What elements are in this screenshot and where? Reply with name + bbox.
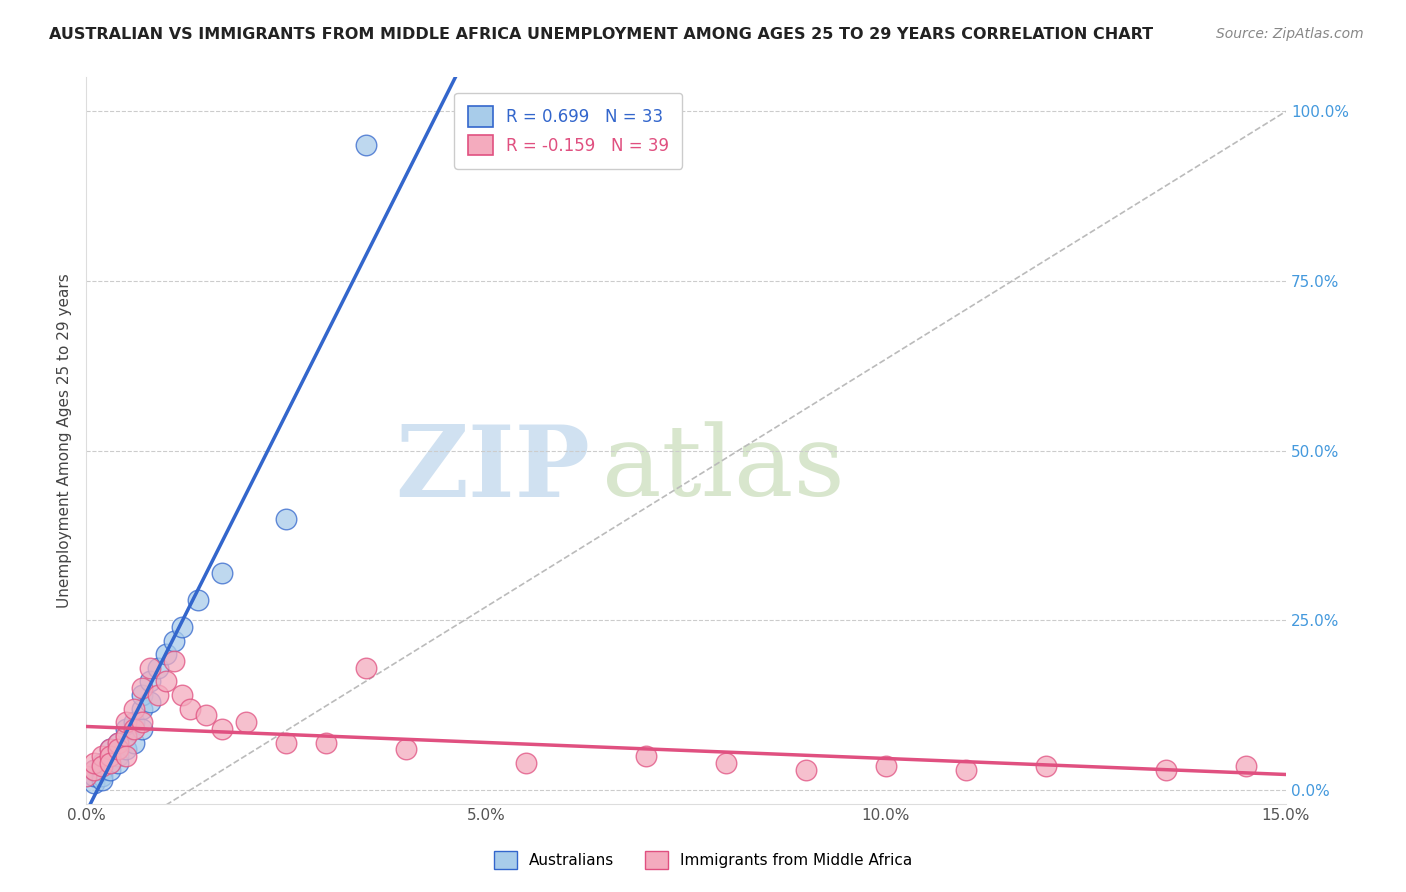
Point: [163, 633, 186, 648]
Point: [315, 735, 337, 749]
Point: [354, 138, 377, 153]
Point: [955, 763, 977, 777]
Point: [714, 756, 737, 770]
Point: [179, 701, 201, 715]
Point: [122, 735, 145, 749]
Point: [155, 648, 177, 662]
Text: Source: ZipAtlas.com: Source: ZipAtlas.com: [1216, 27, 1364, 41]
Point: [91, 749, 114, 764]
Point: [107, 756, 129, 770]
Point: [75, 769, 97, 783]
Point: [115, 729, 138, 743]
Point: [195, 708, 218, 723]
Point: [139, 674, 162, 689]
Point: [91, 759, 114, 773]
Point: [83, 756, 105, 770]
Point: [395, 742, 418, 756]
Point: [274, 511, 297, 525]
Point: [139, 661, 162, 675]
Point: [98, 749, 121, 764]
Point: [354, 661, 377, 675]
Text: ZIP: ZIP: [395, 421, 591, 518]
Point: [875, 759, 897, 773]
Point: [91, 769, 114, 783]
Point: [131, 701, 153, 715]
Point: [131, 715, 153, 730]
Text: AUSTRALIAN VS IMMIGRANTS FROM MIDDLE AFRICA UNEMPLOYMENT AMONG AGES 25 TO 29 YEA: AUSTRALIAN VS IMMIGRANTS FROM MIDDLE AFR…: [49, 27, 1153, 42]
Point: [98, 763, 121, 777]
Point: [131, 681, 153, 696]
Point: [1234, 759, 1257, 773]
Point: [83, 776, 105, 790]
Point: [75, 769, 97, 783]
Point: [115, 715, 138, 730]
Point: [122, 722, 145, 736]
Point: [107, 735, 129, 749]
Legend: Australians, Immigrants from Middle Africa: Australians, Immigrants from Middle Afri…: [488, 845, 918, 875]
Point: [155, 674, 177, 689]
Point: [98, 756, 121, 770]
Point: [211, 722, 233, 736]
Point: [122, 701, 145, 715]
Point: [107, 749, 129, 764]
Point: [131, 722, 153, 736]
Point: [163, 654, 186, 668]
Point: [107, 742, 129, 756]
Point: [170, 688, 193, 702]
Text: atlas: atlas: [602, 422, 845, 517]
Point: [1035, 759, 1057, 773]
Point: [146, 661, 169, 675]
Point: [634, 749, 657, 764]
Point: [115, 742, 138, 756]
Point: [122, 715, 145, 730]
Y-axis label: Unemployment Among Ages 25 to 29 years: Unemployment Among Ages 25 to 29 years: [58, 273, 72, 608]
Point: [98, 742, 121, 756]
Point: [91, 763, 114, 777]
Point: [187, 593, 209, 607]
Point: [794, 763, 817, 777]
Point: [515, 756, 537, 770]
Point: [235, 715, 257, 730]
Point: [146, 688, 169, 702]
Point: [91, 756, 114, 770]
Point: [115, 722, 138, 736]
Point: [139, 695, 162, 709]
Point: [131, 688, 153, 702]
Point: [83, 769, 105, 783]
Point: [98, 756, 121, 770]
Point: [115, 729, 138, 743]
Point: [98, 742, 121, 756]
Point: [98, 749, 121, 764]
Point: [274, 735, 297, 749]
Point: [83, 763, 105, 777]
Point: [115, 749, 138, 764]
Point: [170, 620, 193, 634]
Point: [211, 566, 233, 580]
Point: [91, 772, 114, 787]
Point: [1154, 763, 1177, 777]
Point: [107, 735, 129, 749]
Legend: R = 0.699   N = 33, R = -0.159   N = 39: R = 0.699 N = 33, R = -0.159 N = 39: [454, 93, 682, 169]
Point: [83, 763, 105, 777]
